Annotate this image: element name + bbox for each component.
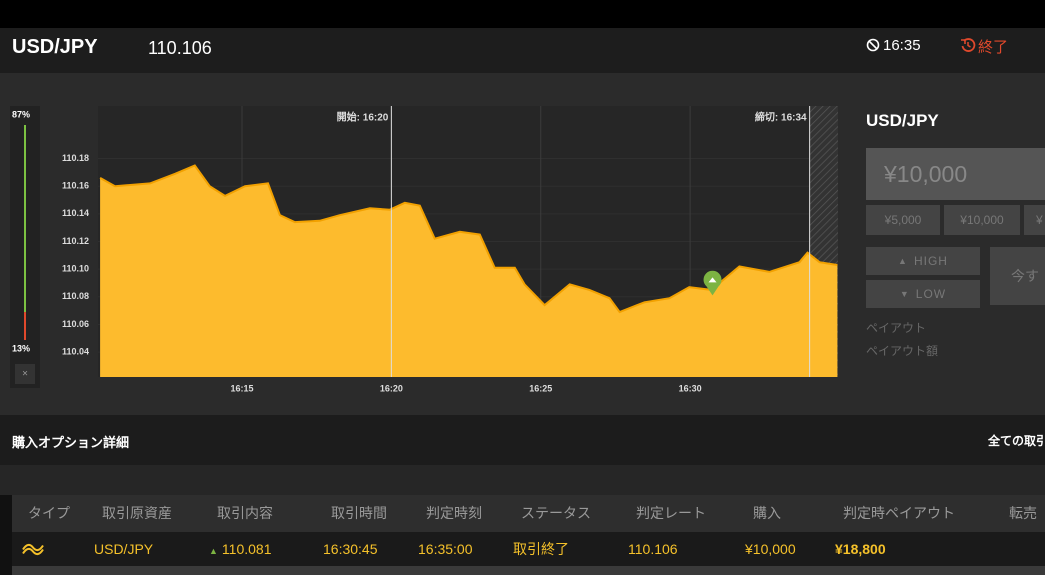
- table-cell: ¥18,800: [835, 541, 886, 557]
- sentiment-close: ×: [22, 369, 28, 380]
- history-icon: [961, 38, 976, 52]
- top-bar: [0, 0, 1045, 28]
- table-cell: ¥10,000: [745, 541, 796, 557]
- header: USD/JPY 110.106 16:35 終了: [0, 28, 1045, 73]
- entry-marker: [703, 270, 722, 296]
- type-icon-graphic: [22, 543, 44, 556]
- y-tick-label: 110.12: [62, 236, 89, 246]
- column-header: 判定レート: [636, 505, 706, 521]
- panel-symbol: USD/JPY: [866, 111, 939, 130]
- timer: 16:35: [883, 37, 921, 54]
- x-tick-label: 16:15: [230, 383, 253, 393]
- area-line: [99, 164, 838, 314]
- cell-text: 取引終了: [513, 541, 569, 557]
- payout-label: ペイアウト: [866, 321, 927, 335]
- cell-text: ¥10,000: [745, 541, 796, 557]
- table-cell: USD/JPY: [94, 541, 153, 557]
- cell-text: 16:30:45: [323, 541, 378, 557]
- x-tick-label: 16:25: [529, 383, 552, 393]
- rate: 110.106: [148, 38, 212, 58]
- entry-arrow: [708, 277, 717, 283]
- column-header: 購入: [753, 505, 781, 521]
- up-icon: ▲: [209, 546, 218, 556]
- down-icon: ▼: [899, 289, 910, 299]
- y-tick-label: 110.10: [62, 264, 89, 274]
- payout-amount-label: ペイアウト額: [866, 344, 939, 358]
- x-tick-label: 16:20: [380, 383, 403, 393]
- entry-pin: [703, 270, 722, 296]
- preset-button[interactable]: ¥: [1024, 205, 1045, 235]
- sentiment-low-label: 13%: [12, 343, 30, 353]
- spacer: [0, 465, 1045, 495]
- preset-button[interactable]: ¥5,000: [866, 205, 940, 235]
- close-label: 締切: 16:34: [755, 111, 807, 124]
- amount: ¥10,000: [884, 161, 968, 187]
- column-header: 取引内容: [217, 505, 273, 521]
- y-tick-label: 110.06: [62, 319, 89, 329]
- sentiment-high-label: 87%: [12, 109, 30, 119]
- high-button[interactable]: ▲ HIGH: [866, 247, 980, 275]
- start-label: 開始: 16:20: [337, 111, 389, 124]
- symbol: USD/JPY: [12, 36, 98, 58]
- timer-icon: [866, 38, 880, 52]
- column-header: 取引時間: [331, 505, 387, 521]
- low-button[interactable]: ▼ LOW: [866, 280, 980, 308]
- column-header: 取引原資産: [102, 505, 172, 521]
- table-cell: ▲ 110.081: [209, 541, 272, 557]
- status[interactable]: 終了: [978, 39, 1009, 56]
- column-header: 判定時ペイアウト: [843, 505, 955, 521]
- up-icon: ▲: [898, 256, 908, 266]
- y-tick-label: 110.18: [62, 153, 89, 163]
- cell-text: 16:35:00: [418, 541, 473, 557]
- chart: 87% 13% × 110.04 110.06 110.08 110.10 110.12 110…: [10, 106, 838, 393]
- cell-text: USD/JPY: [94, 541, 154, 557]
- low-label: LOW: [915, 287, 947, 301]
- sentiment-high: [24, 125, 26, 313]
- column-header: 判定時刻: [426, 505, 482, 521]
- section-bar: 購入オプション詳細 全ての取引: [0, 415, 1045, 465]
- x-tick-label: 16:30: [679, 383, 702, 393]
- cell-text: 110.081: [221, 541, 272, 557]
- table-cell: 110.106: [628, 541, 678, 557]
- table-cell: 16:30:45: [323, 541, 378, 557]
- cell-text: ¥18,800: [835, 541, 886, 557]
- section-title: 購入オプション詳細: [12, 435, 130, 450]
- sentiment-close-box: [15, 364, 35, 384]
- type-icon: [20, 540, 46, 559]
- table-cell: 取引終了: [513, 539, 569, 559]
- buy-button[interactable]: 今す: [990, 247, 1045, 305]
- table-row: USD/JPY ▲ 110.081 16:30:45 16:35:00 取引終了 110.1…: [12, 532, 1045, 566]
- cell-text: 110.106: [628, 541, 678, 557]
- column-header: 転売: [1009, 505, 1037, 521]
- column-header: ステータス: [521, 505, 591, 521]
- table-header: タイプ 取引原資産 取引内容 取引時間 判定時刻 ステータス 判定レート 購入 判定時ペイアウト…: [12, 495, 1045, 532]
- y-tick-label: 110.08: [62, 291, 89, 301]
- high-label: HIGH: [913, 254, 948, 268]
- table-row: [12, 566, 1045, 575]
- preset-button[interactable]: ¥10,000: [944, 205, 1020, 235]
- all-trades-link[interactable]: 全ての取引: [988, 434, 1045, 448]
- sentiment-low: [24, 312, 26, 340]
- y-tick-label: 110.04: [62, 346, 89, 356]
- y-tick-label: 110.16: [62, 181, 89, 191]
- y-tick-label: 110.14: [62, 208, 89, 218]
- column-header: タイプ: [28, 505, 70, 521]
- table-cell: 16:35:00: [418, 541, 473, 557]
- amount-input[interactable]: ¥10,000: [866, 148, 1045, 200]
